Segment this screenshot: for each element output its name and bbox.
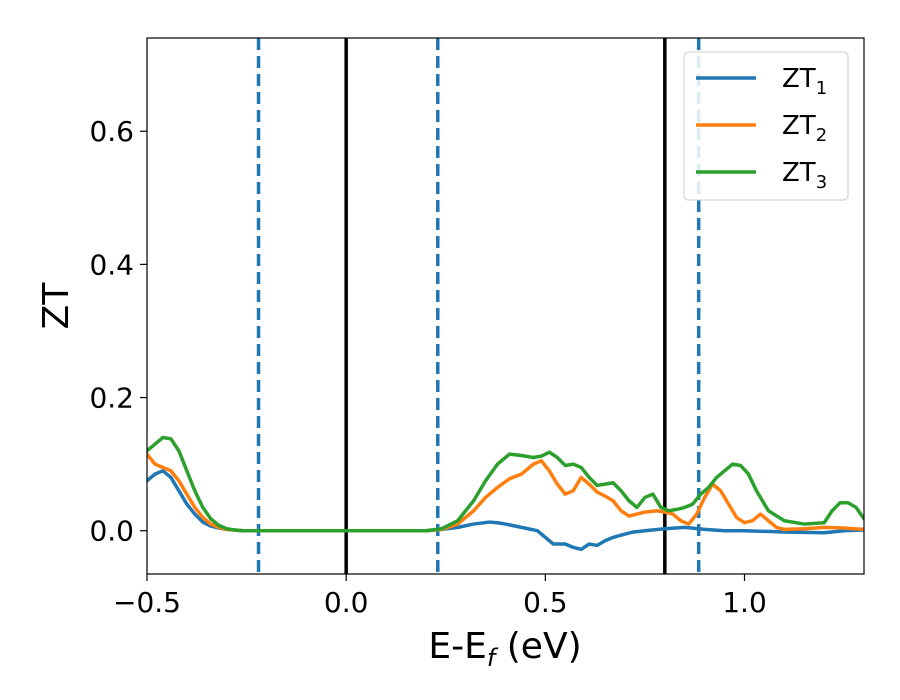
series-line-zt3 [147, 435, 864, 533]
x-tick-label: −0.5 [113, 586, 181, 619]
legend: ZT1 ZT2 ZT3 [683, 51, 849, 201]
x-tick-label: 1.0 [722, 586, 767, 619]
y-axis-label: ZT [36, 282, 77, 330]
legend-label-zt2: ZT2 [782, 111, 827, 146]
series-line-zt1 [147, 469, 864, 552]
y-tick-label: 0.2 [89, 382, 134, 415]
legend-label-zt3: ZT3 [782, 158, 827, 193]
x-axis-label: E-Ef (eV) [428, 626, 581, 672]
plot-frame [146, 37, 865, 575]
x-tick-label: 0.0 [324, 586, 369, 619]
x-tick-label: 0.5 [523, 586, 568, 619]
y-tick-label: 0.0 [89, 515, 134, 548]
legend-label-zt1: ZT1 [782, 64, 827, 99]
y-tick-label: 0.4 [89, 248, 134, 281]
legend-box [683, 51, 849, 201]
y-tick-label: 0.6 [89, 115, 134, 148]
